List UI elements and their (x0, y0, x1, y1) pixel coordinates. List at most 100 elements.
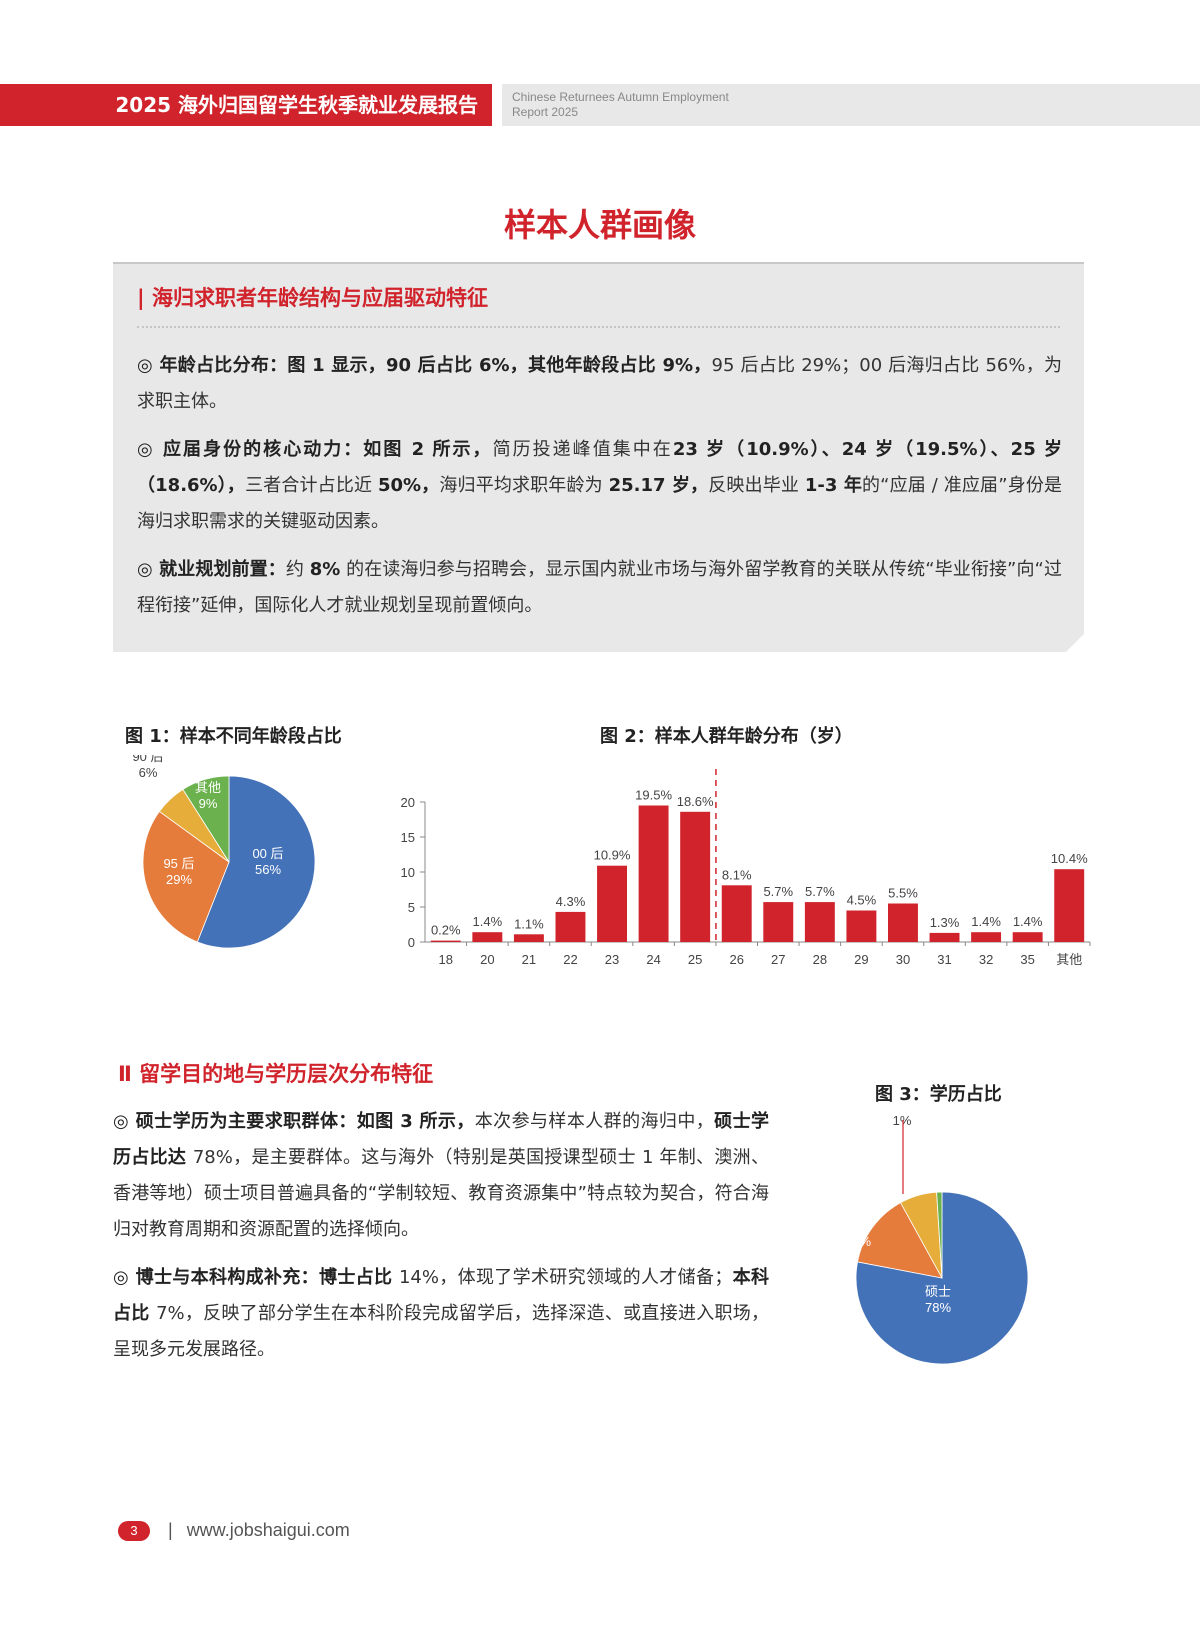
x-tick-label: 28 (813, 952, 827, 967)
slice-value: 1% (893, 1113, 912, 1128)
bar-value-label: 1.3% (930, 915, 960, 930)
paragraph: ◎ 硕士学历为主要求职群体：如图 3 所示，本次参与样本人群的海归中，硕士学历占… (113, 1104, 769, 1248)
section2-heading: Ⅱ 留学目的地与学历层次分布特征 (118, 1062, 434, 1086)
text-segment: ◎ 年龄占比分布：图 1 显示，90 后占比 6%，其他年龄段占比 9%， (137, 355, 712, 376)
bar-value-label: 5.7% (763, 884, 793, 899)
text-segment: 95 后占比 29%；00 后海归占比 56%，为求职主体。 (137, 355, 1062, 412)
divider (137, 326, 1060, 328)
x-tick-label: 22 (563, 952, 577, 967)
footer-separator: | (168, 1520, 173, 1540)
text-segment: 简历投递峰值集中在 (492, 439, 673, 460)
paragraph: ◎ 应届身份的核心动力：如图 2 所示，简历投递峰值集中在23 岁（10.9%）… (137, 432, 1062, 540)
x-tick-label: 30 (896, 952, 910, 967)
text-segment: 的在读海归参与招聘会，显示国内就业市场与海外留学教育的关联从传统“毕业衔接”向“… (137, 559, 1062, 616)
text-segment: 反映了部分学生在本科阶段完成留学后，选择深造、或直接进入职场，呈现多元发展路径。 (113, 1303, 770, 1360)
text-segment: 8% (309, 559, 341, 580)
page-number: 3 (118, 1520, 150, 1541)
slice-label: 硕士 (925, 1284, 951, 1299)
section1-paragraphs: ◎ 年龄占比分布：图 1 显示，90 后占比 6%，其他年龄段占比 9%，95 … (137, 348, 1062, 636)
text-segment: 本次参与样本人群的海归中， (474, 1111, 715, 1132)
bar (680, 811, 711, 942)
bar (888, 903, 918, 942)
bar (971, 932, 1002, 942)
bar (555, 911, 586, 942)
fig2-title: 图 2：样本人群年龄分布（岁） (600, 726, 853, 747)
y-tick-label: 20 (401, 795, 415, 810)
bar-value-label: 5.5% (888, 886, 918, 901)
paragraph: ◎ 就业规划前置：约 8% 的在读海归参与招聘会，显示国内就业市场与海外留学教育… (137, 552, 1062, 624)
x-tick-label: 26 (729, 952, 743, 967)
paragraph: ◎ 博士与本科构成补充：博士占比 14%，体现了学术研究领域的人才储备；本科占比… (113, 1260, 769, 1368)
text-segment: 23 岁（10.9%）、24 岁（19.5%）、25 岁（18.6%）， (137, 439, 1063, 496)
bar-value-label: 5.7% (805, 884, 835, 899)
x-tick-label: 24 (646, 952, 660, 967)
bar-value-label: 0.2% (431, 923, 461, 938)
fig3-title: 图 3：学历占比 (875, 1084, 1002, 1105)
section2-paragraphs: ◎ 硕士学历为主要求职群体：如图 3 所示，本次参与样本人群的海归中，硕士学历占… (113, 1104, 769, 1380)
pie-slice (936, 1191, 943, 1279)
x-tick-label: 27 (771, 952, 785, 967)
page-fold-corner (1066, 634, 1084, 652)
pie-slice (196, 775, 316, 949)
pie-slice (855, 1191, 1029, 1365)
text-segment: 1-3 年 (804, 475, 862, 496)
y-tick-label: 0 (408, 935, 415, 950)
report-title-banner: 2025 海外归国留学生秋季就业发展报告 (0, 84, 492, 126)
paragraph: ◎ 年龄占比分布：图 1 显示，90 后占比 6%，其他年龄段占比 9%，95 … (137, 348, 1062, 420)
bar-value-label: 10.4% (1051, 851, 1088, 866)
text-segment: ◎ 就业规划前置： (137, 559, 286, 580)
text-segment: 14%， (398, 1267, 458, 1288)
text-segment: 反映出毕业 (708, 475, 805, 496)
slice-value: 9% (199, 796, 218, 811)
x-tick-label: 23 (605, 952, 619, 967)
fig1-pie-chart: 00 后56% 95 后29% 90 后6% 其他9% (132, 755, 316, 949)
report-subtitle-banner: Chinese Returnees Autumn Employment Repo… (502, 84, 1200, 126)
text-segment: 7%， (156, 1303, 204, 1324)
slice-label: 00 后 (252, 846, 283, 861)
text-segment: 海归平均求职年龄为 (439, 475, 609, 496)
bar (638, 805, 669, 942)
text-segment: ◎ 硕士学历为主要求职群体：如图 3 所示， (113, 1111, 475, 1132)
slice-label: 90 后 (132, 755, 163, 764)
slice-value: 7% (849, 1179, 868, 1194)
text-segment: 约 (285, 559, 310, 580)
text-segment: ◎ 应届身份的核心动力：如图 2 所示， (137, 439, 493, 460)
y-tick-label: 5 (408, 900, 415, 915)
y-tick-label: 10 (401, 865, 415, 880)
pie-slice (857, 1202, 943, 1279)
x-tick-label: 20 (480, 952, 494, 967)
bar (1012, 932, 1043, 942)
x-tick-label: 31 (937, 952, 951, 967)
bar-value-label: 19.5% (635, 788, 672, 803)
text-segment: 三者合计占比近 (245, 475, 378, 496)
bar-value-label: 1.4% (971, 914, 1001, 929)
website-link[interactable]: www.jobshaigui.com (186, 1520, 350, 1540)
subtitle-line2: Report 2025 (512, 105, 579, 119)
text-segment: 硕士学历占比达 (113, 1111, 770, 1168)
bar (513, 934, 544, 942)
slice-label: 本科 (845, 1163, 871, 1178)
x-tick-label: 29 (854, 952, 868, 967)
x-tick-label: 18 (439, 952, 453, 967)
pie-slice (142, 810, 230, 943)
fig2-bar-chart: 0 5 10 15 20 0.2% 18 1.4% 20 1.1% 21 4.3% 22 10.9% 23 1… (401, 769, 1091, 967)
section1-heading: | 海归求职者年龄结构与应届驱动特征 (137, 286, 488, 310)
text-segment: 的“应届 / 准应届”身份是海归求职需求的关键驱动因素。 (137, 475, 1062, 532)
section1-box: | 海归求职者年龄结构与应届驱动特征 ◎ 年龄占比分布：图 1 显示，90 后占… (113, 262, 1084, 652)
slice-value: 78% (925, 1300, 951, 1315)
bar (763, 902, 794, 942)
bar-value-label: 8.1% (722, 867, 752, 882)
bar (804, 902, 835, 942)
x-tick-label: 32 (979, 952, 993, 967)
x-tick-label: 21 (522, 952, 536, 967)
bar (846, 910, 877, 942)
bar-value-label: 10.9% (594, 848, 631, 863)
y-tick-label: 15 (401, 830, 415, 845)
bar (1054, 869, 1085, 942)
bar-value-label: 4.3% (556, 894, 586, 909)
text-segment: 本科占比 (113, 1267, 769, 1324)
text-segment: 50%， (378, 475, 440, 496)
bar-value-label: 4.5% (847, 893, 877, 908)
slice-label: 博士 (845, 1218, 871, 1233)
